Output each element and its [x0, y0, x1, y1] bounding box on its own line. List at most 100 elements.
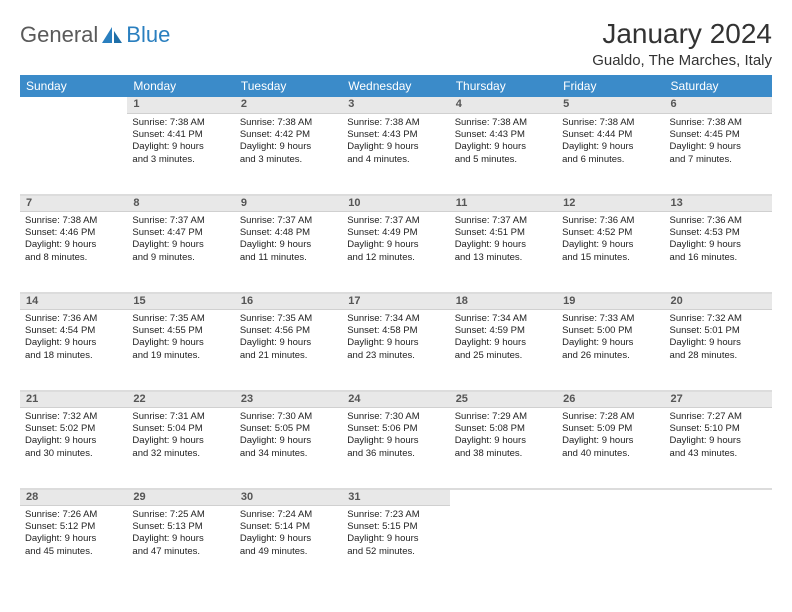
day-number-cell: 30 [235, 489, 342, 505]
day-info-line: and 25 minutes. [455, 350, 552, 362]
day-info-line: Daylight: 9 hours [455, 239, 552, 251]
day-number-cell: 25 [450, 391, 557, 407]
day-content-cell: Sunrise: 7:36 AMSunset: 4:54 PMDaylight:… [20, 309, 127, 391]
day-info-line: Daylight: 9 hours [132, 533, 229, 545]
day-info-line: Sunrise: 7:37 AM [455, 215, 552, 227]
day-number-cell: 3 [342, 97, 449, 113]
day-info-line: Sunset: 4:46 PM [25, 227, 122, 239]
day-info-line: Sunrise: 7:31 AM [132, 411, 229, 423]
day-info-line: Sunset: 4:53 PM [670, 227, 767, 239]
day-info-line: and 32 minutes. [132, 448, 229, 460]
day-info-line: Sunset: 5:05 PM [240, 423, 337, 435]
day-info-line: Daylight: 9 hours [455, 435, 552, 447]
day-content-cell: Sunrise: 7:34 AMSunset: 4:59 PMDaylight:… [450, 309, 557, 391]
day-info-line: Sunrise: 7:37 AM [347, 215, 444, 227]
day-number-cell [450, 489, 557, 505]
day-info-line: and 47 minutes. [132, 546, 229, 558]
day-info-line: Sunrise: 7:30 AM [240, 411, 337, 423]
day-info-line: and 9 minutes. [132, 252, 229, 264]
day-info-line: Sunrise: 7:38 AM [132, 117, 229, 129]
day-number-cell: 4 [450, 97, 557, 113]
day-info-line: and 38 minutes. [455, 448, 552, 460]
day-info-line: Sunrise: 7:27 AM [670, 411, 767, 423]
day-content-cell: Sunrise: 7:31 AMSunset: 5:04 PMDaylight:… [127, 407, 234, 489]
day-info-line: and 23 minutes. [347, 350, 444, 362]
day-info-line: Sunrise: 7:32 AM [25, 411, 122, 423]
day-number-cell: 12 [557, 195, 664, 211]
day-info-line: and 36 minutes. [347, 448, 444, 460]
day-info-line: Sunset: 5:02 PM [25, 423, 122, 435]
day-info-line: Daylight: 9 hours [132, 435, 229, 447]
day-content-cell [557, 505, 664, 587]
day-number-cell: 19 [557, 293, 664, 309]
day-info-line: Sunrise: 7:34 AM [347, 313, 444, 325]
day-info-line: Sunset: 4:47 PM [132, 227, 229, 239]
day-info-line: Sunrise: 7:35 AM [132, 313, 229, 325]
day-info-line: Daylight: 9 hours [25, 239, 122, 251]
day-info-line: and 45 minutes. [25, 546, 122, 558]
weekday-header: Sunday [20, 75, 127, 97]
day-content-cell: Sunrise: 7:26 AMSunset: 5:12 PMDaylight:… [20, 505, 127, 587]
day-info-line: Daylight: 9 hours [25, 435, 122, 447]
day-content-cell: Sunrise: 7:38 AMSunset: 4:43 PMDaylight:… [450, 113, 557, 195]
sail-icon [100, 25, 124, 45]
day-info-line: Sunset: 5:13 PM [132, 521, 229, 533]
day-content-cell: Sunrise: 7:28 AMSunset: 5:09 PMDaylight:… [557, 407, 664, 489]
weekday-header: Saturday [665, 75, 772, 97]
day-content-cell: Sunrise: 7:36 AMSunset: 4:53 PMDaylight:… [665, 211, 772, 293]
day-info-line: and 11 minutes. [240, 252, 337, 264]
day-info-line: Sunrise: 7:37 AM [132, 215, 229, 227]
day-info-line: Daylight: 9 hours [562, 435, 659, 447]
day-info-line: Daylight: 9 hours [240, 239, 337, 251]
day-content-cell: Sunrise: 7:38 AMSunset: 4:44 PMDaylight:… [557, 113, 664, 195]
weekday-header: Thursday [450, 75, 557, 97]
day-info-line: and 7 minutes. [670, 154, 767, 166]
day-number-cell: 2 [235, 97, 342, 113]
day-info-line: Sunrise: 7:36 AM [25, 313, 122, 325]
day-number-row: 21222324252627 [20, 391, 772, 407]
day-info-line: Daylight: 9 hours [562, 337, 659, 349]
day-info-line: Daylight: 9 hours [455, 337, 552, 349]
day-info-line: Daylight: 9 hours [240, 533, 337, 545]
day-info-line: Sunrise: 7:36 AM [670, 215, 767, 227]
day-info-line: Sunrise: 7:38 AM [240, 117, 337, 129]
day-content-cell: Sunrise: 7:37 AMSunset: 4:48 PMDaylight:… [235, 211, 342, 293]
day-info-line: and 3 minutes. [240, 154, 337, 166]
day-info-line: Daylight: 9 hours [132, 141, 229, 153]
day-info-line: Sunrise: 7:34 AM [455, 313, 552, 325]
day-info-line: Daylight: 9 hours [562, 239, 659, 251]
day-content-cell: Sunrise: 7:27 AMSunset: 5:10 PMDaylight:… [665, 407, 772, 489]
weekday-header: Tuesday [235, 75, 342, 97]
day-content-row: Sunrise: 7:38 AMSunset: 4:46 PMDaylight:… [20, 211, 772, 293]
day-number-cell: 27 [665, 391, 772, 407]
day-number-cell: 24 [342, 391, 449, 407]
day-content-cell: Sunrise: 7:37 AMSunset: 4:47 PMDaylight:… [127, 211, 234, 293]
day-info-line: Daylight: 9 hours [670, 239, 767, 251]
day-content-cell: Sunrise: 7:30 AMSunset: 5:05 PMDaylight:… [235, 407, 342, 489]
day-info-line: Daylight: 9 hours [25, 337, 122, 349]
day-info-line: Sunset: 5:10 PM [670, 423, 767, 435]
day-info-line: Sunset: 5:15 PM [347, 521, 444, 533]
day-info-line: Daylight: 9 hours [25, 533, 122, 545]
day-content-cell [450, 505, 557, 587]
day-number-cell: 13 [665, 195, 772, 211]
day-info-line: Daylight: 9 hours [240, 435, 337, 447]
day-info-line: Daylight: 9 hours [670, 337, 767, 349]
day-info-line: Sunrise: 7:35 AM [240, 313, 337, 325]
day-content-cell: Sunrise: 7:35 AMSunset: 4:55 PMDaylight:… [127, 309, 234, 391]
day-info-line: Sunset: 4:43 PM [455, 129, 552, 141]
day-number-row: 78910111213 [20, 195, 772, 211]
day-info-line: and 3 minutes. [132, 154, 229, 166]
day-info-line: Sunrise: 7:30 AM [347, 411, 444, 423]
day-info-line: Sunset: 4:43 PM [347, 129, 444, 141]
day-number-cell [665, 489, 772, 505]
day-info-line: Sunset: 4:55 PM [132, 325, 229, 337]
day-content-cell: Sunrise: 7:34 AMSunset: 4:58 PMDaylight:… [342, 309, 449, 391]
day-number-cell: 18 [450, 293, 557, 309]
day-content-cell [665, 505, 772, 587]
day-info-line: Sunrise: 7:38 AM [25, 215, 122, 227]
day-info-line: and 28 minutes. [670, 350, 767, 362]
day-number-cell: 5 [557, 97, 664, 113]
day-info-line: and 19 minutes. [132, 350, 229, 362]
logo-text-blue: Blue [126, 22, 170, 48]
